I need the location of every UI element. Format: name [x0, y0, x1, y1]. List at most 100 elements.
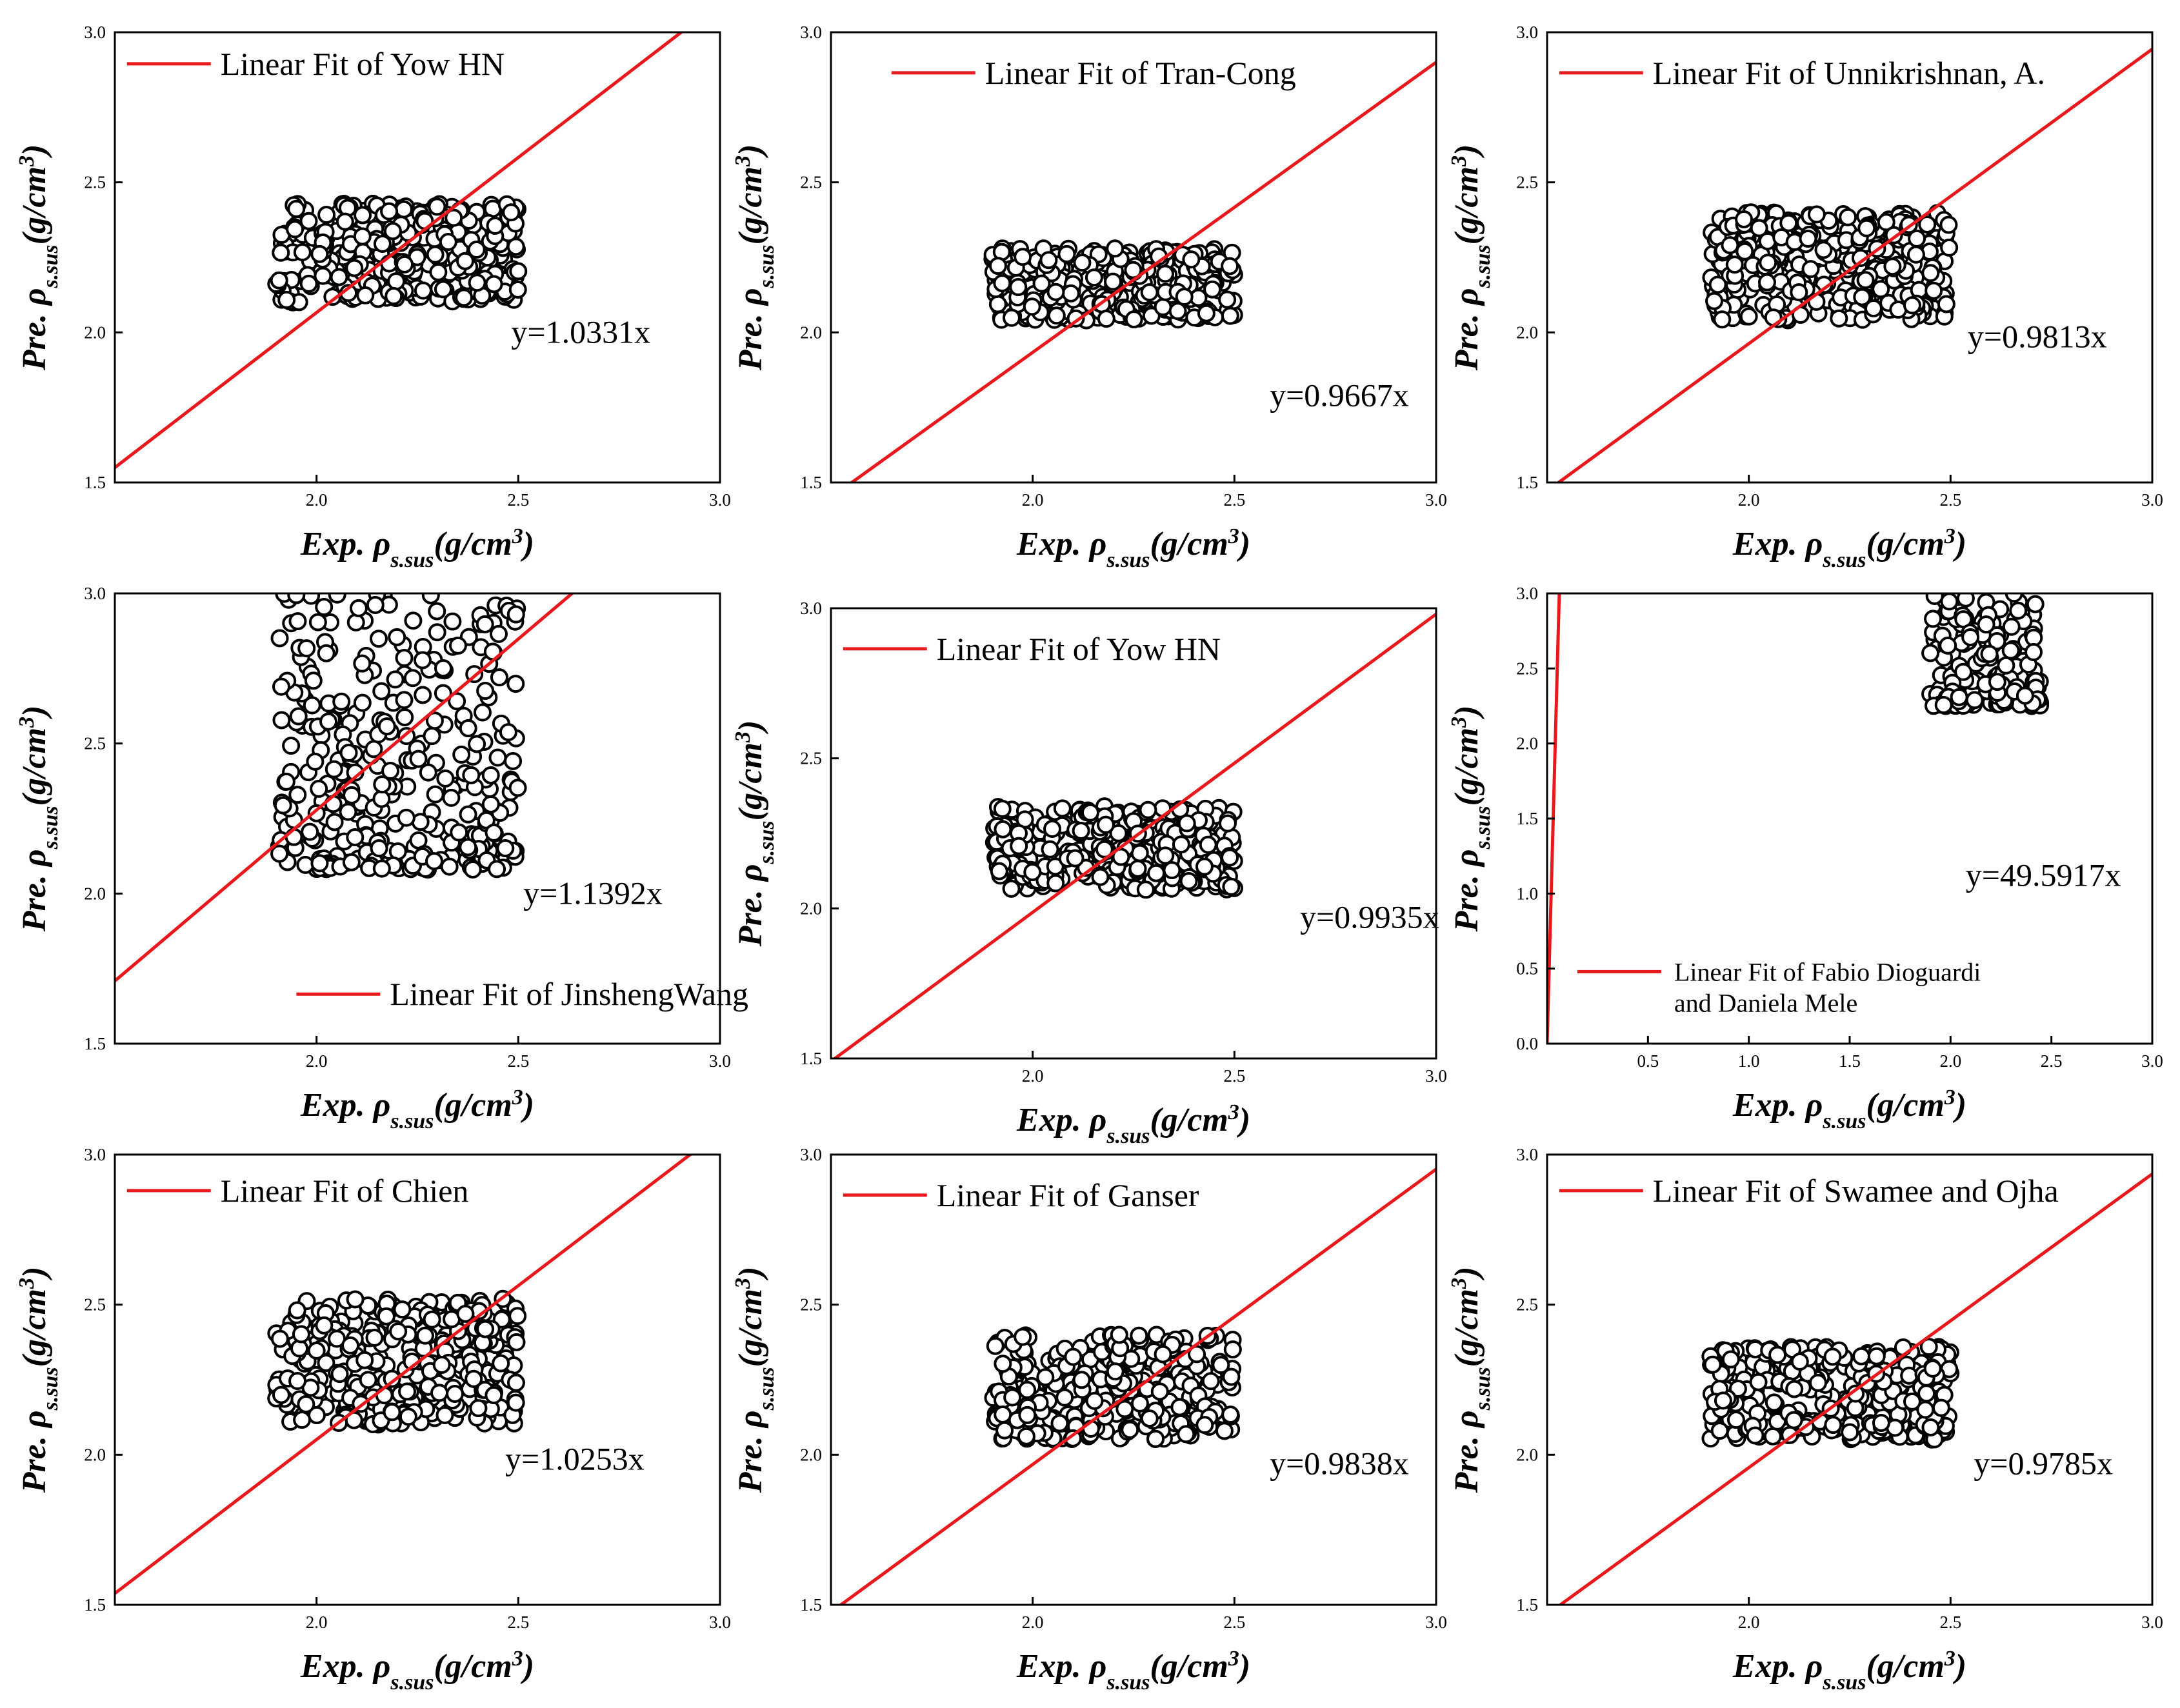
data-point — [1830, 309, 1848, 328]
y-tick-label: 2.0 — [84, 1445, 106, 1464]
data-point — [445, 208, 463, 227]
y-tick-label: 2.0 — [84, 323, 106, 342]
data-point — [1106, 1362, 1125, 1381]
data-point — [1713, 310, 1732, 329]
data-point — [1150, 1382, 1169, 1401]
data-point — [1801, 260, 1820, 279]
x-tick-label: 2.5 — [1223, 1613, 1245, 1632]
data-point — [1106, 239, 1125, 258]
data-point — [1852, 1347, 1871, 1365]
data-point — [1085, 1391, 1104, 1410]
y-axis-label: Pre. ρs.sus(g/cm3) — [731, 720, 779, 948]
data-point — [443, 612, 462, 631]
data-point — [1918, 215, 1937, 233]
legend-label: Linear Fit of Unnikrishnan, A. — [1653, 55, 2045, 91]
fit-line — [115, 1155, 693, 1595]
data-point — [398, 1382, 417, 1401]
y-axis-label: Pre. ρs.sus(g/cm3) — [1447, 706, 1495, 933]
data-point — [1018, 1405, 1037, 1424]
data-point — [1763, 1427, 1782, 1445]
data-point — [1721, 1350, 1740, 1369]
x-tick-label: 3.0 — [1425, 1613, 1447, 1632]
y-tick-label: 3.0 — [84, 23, 106, 42]
data-point — [1222, 877, 1241, 896]
data-point — [473, 703, 492, 722]
data-point — [1746, 1426, 1765, 1445]
data-point — [1900, 1366, 1919, 1385]
data-point — [435, 1405, 454, 1424]
data-point — [339, 802, 357, 821]
legend-label: Linear Fit of Ganser — [937, 1177, 1199, 1213]
y-tick-label: 1.5 — [84, 473, 106, 492]
data-point — [349, 599, 368, 617]
data-point — [1218, 290, 1237, 309]
x-tick-label: 2.0 — [1022, 1613, 1044, 1632]
x-tick-label: 3.0 — [709, 1051, 731, 1071]
scatter-series — [985, 797, 1243, 899]
data-point — [423, 727, 441, 746]
data-point — [1177, 814, 1196, 833]
data-point — [1939, 215, 1958, 234]
data-point — [1923, 1359, 1942, 1378]
data-point — [1064, 1347, 1083, 1366]
data-point — [302, 593, 321, 605]
x-tick-label: 3.0 — [1425, 490, 1447, 510]
data-point — [272, 1385, 290, 1404]
data-point — [380, 202, 399, 221]
data-point — [1201, 1372, 1220, 1391]
data-point — [1940, 238, 1959, 257]
data-point — [1779, 214, 1798, 232]
fit-equation: y=0.9935x — [1300, 899, 1439, 935]
data-point — [317, 206, 336, 224]
data-point — [459, 838, 477, 857]
chart-panel-5: 2.0 2.5 3.0 1.5 2.0 2.5 3.0 Exp. ρs.sus(g/cm3) P… — [731, 599, 1447, 1148]
data-point — [272, 711, 291, 730]
data-point — [1170, 1398, 1189, 1416]
data-point — [1096, 815, 1115, 834]
chart-panel-8: 2.0 2.5 3.0 1.5 2.0 2.5 3.0 Exp. ρs.sus(g/cm3) P… — [731, 1145, 1447, 1694]
plot-frame — [114, 31, 721, 484]
data-point — [1014, 1327, 1032, 1346]
x-tick-label: 0.5 — [1637, 1051, 1659, 1071]
fit-line — [1557, 1172, 2152, 1605]
x-tick-label: 3.0 — [1425, 1066, 1447, 1086]
data-point — [2015, 686, 2034, 705]
data-point — [1708, 275, 1727, 294]
data-point — [1018, 1380, 1037, 1399]
data-point — [1091, 868, 1110, 886]
fit-line — [115, 593, 575, 982]
data-point — [1919, 1338, 1938, 1356]
x-tick-label: 3.0 — [2141, 1613, 2163, 1632]
fit-equation: y=0.9838x — [1270, 1445, 1409, 1482]
data-point — [370, 839, 388, 858]
data-point — [1965, 691, 1984, 710]
data-point — [507, 1333, 526, 1351]
data-point — [1061, 284, 1080, 303]
data-point — [1765, 1393, 1783, 1412]
data-point — [1714, 1391, 1732, 1410]
data-point — [366, 595, 385, 614]
data-point — [1872, 280, 1890, 299]
data-point — [1950, 688, 1968, 706]
data-point — [292, 1325, 310, 1344]
data-point — [395, 691, 414, 710]
data-point — [293, 243, 312, 262]
data-point — [381, 762, 400, 780]
y-axis-label: Pre. ρs.sus(g/cm3) — [15, 1267, 63, 1494]
data-point — [1841, 1423, 1859, 1442]
data-point — [293, 1411, 312, 1429]
data-point — [421, 593, 440, 604]
data-point — [1097, 310, 1115, 328]
data-point — [1221, 1405, 1240, 1424]
data-point — [1906, 245, 1925, 264]
data-point — [508, 1307, 527, 1326]
data-point — [993, 800, 1012, 819]
plot-frame — [1546, 31, 2154, 484]
data-point — [310, 779, 328, 798]
data-point — [1215, 1422, 1234, 1440]
data-point — [369, 630, 388, 648]
data-point — [270, 844, 289, 863]
y-tick-label: 3.0 — [1516, 1145, 1538, 1164]
data-point — [468, 273, 486, 292]
